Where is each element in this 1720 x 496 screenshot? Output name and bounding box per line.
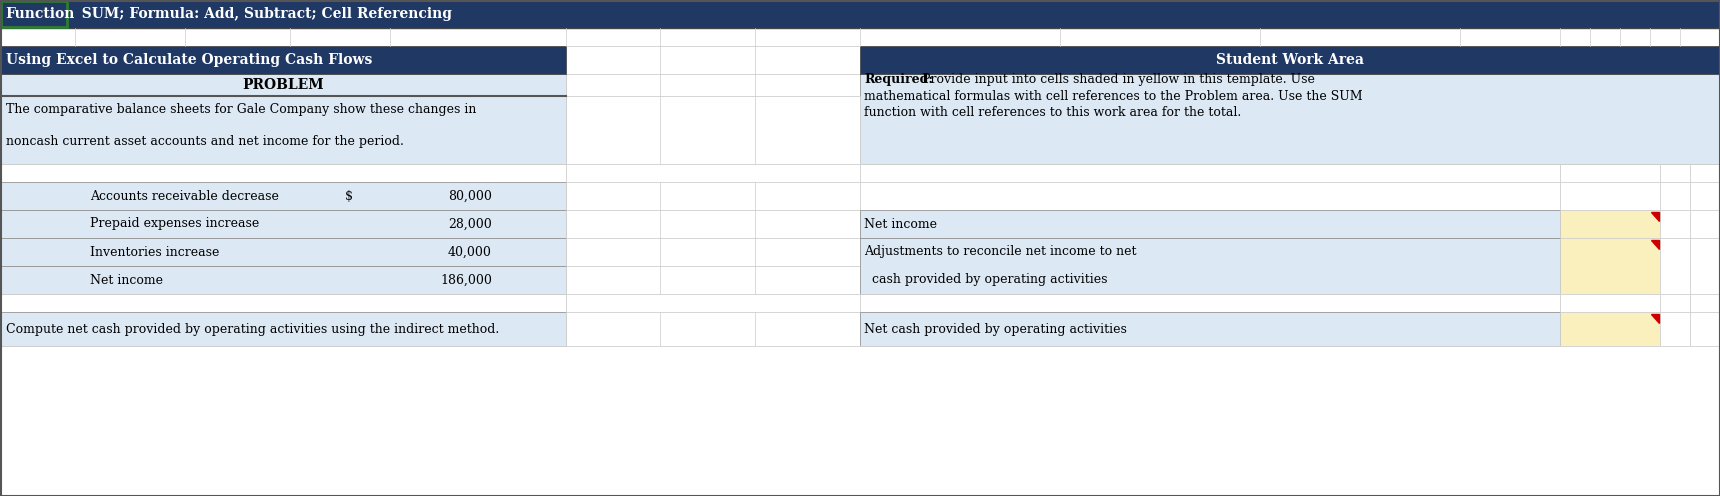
Text: Student Work Area: Student Work Area — [1216, 53, 1364, 67]
Bar — [860, 210, 1560, 238]
Polygon shape — [1651, 212, 1660, 221]
Bar — [0, 74, 566, 96]
Text: Net income: Net income — [863, 218, 937, 231]
Text: SUM; Formula: Add, Subtract; Cell Referencing: SUM; Formula: Add, Subtract; Cell Refere… — [72, 7, 452, 21]
Bar — [1660, 182, 1691, 210]
Text: Prepaid expenses increase: Prepaid expenses increase — [89, 218, 260, 231]
Text: $: $ — [346, 189, 353, 202]
Bar — [566, 294, 860, 312]
Bar — [860, 74, 1720, 164]
Bar — [1691, 182, 1720, 210]
Bar — [860, 238, 1560, 294]
Bar — [566, 74, 860, 96]
Bar — [1691, 294, 1720, 312]
Text: Inventories increase: Inventories increase — [89, 246, 220, 258]
Bar — [860, 164, 1560, 182]
Bar — [0, 238, 566, 266]
Bar — [1660, 210, 1691, 238]
Bar — [1660, 312, 1691, 346]
Bar — [566, 182, 860, 210]
Bar — [1660, 238, 1691, 294]
Bar — [1660, 164, 1691, 182]
Text: cash provided by operating activities: cash provided by operating activities — [863, 273, 1108, 287]
Bar — [566, 210, 860, 238]
Bar — [0, 364, 1720, 496]
Bar — [860, 182, 1560, 210]
Bar — [0, 312, 566, 346]
Bar — [0, 210, 566, 238]
Text: 186,000: 186,000 — [440, 273, 492, 287]
Bar — [860, 312, 1560, 346]
Bar — [1691, 210, 1720, 238]
Bar — [0, 294, 566, 312]
Bar — [1691, 238, 1720, 294]
Bar — [1691, 164, 1720, 182]
Bar — [1691, 312, 1720, 346]
Bar — [566, 266, 860, 294]
Text: 80,000: 80,000 — [449, 189, 492, 202]
Bar — [2, 1, 67, 27]
Text: PROBLEM: PROBLEM — [243, 78, 323, 92]
Text: 28,000: 28,000 — [449, 218, 492, 231]
Polygon shape — [1651, 240, 1660, 249]
Text: Required:: Required: — [863, 73, 932, 86]
Bar — [566, 96, 860, 164]
Bar — [1560, 312, 1660, 346]
Text: mathematical formulas with cell references to the Problem area. Use the SUM: mathematical formulas with cell referenc… — [863, 89, 1362, 103]
Polygon shape — [1651, 314, 1660, 323]
Bar — [1560, 164, 1660, 182]
Text: Accounts receivable decrease: Accounts receivable decrease — [89, 189, 279, 202]
Bar — [1660, 294, 1691, 312]
Text: Adjustments to reconcile net income to net: Adjustments to reconcile net income to n… — [863, 246, 1137, 258]
Text: noncash current asset accounts and net income for the period.: noncash current asset accounts and net i… — [5, 135, 404, 148]
Text: Compute net cash provided by operating activities using the indirect method.: Compute net cash provided by operating a… — [5, 322, 499, 335]
Bar — [0, 46, 566, 74]
Bar — [0, 266, 566, 294]
Text: The comparative balance sheets for Gale Company show these changes in: The comparative balance sheets for Gale … — [5, 104, 476, 117]
Bar — [860, 294, 1560, 312]
Bar — [566, 238, 860, 266]
Bar — [1560, 182, 1660, 210]
Bar — [0, 96, 566, 164]
Bar — [0, 0, 1720, 28]
Bar — [0, 346, 1720, 364]
Bar — [1560, 210, 1660, 238]
Text: Function: Function — [5, 7, 74, 21]
Bar — [0, 28, 1720, 46]
Bar — [1560, 238, 1660, 294]
Bar — [0, 182, 566, 210]
Bar — [566, 46, 860, 74]
Bar — [0, 164, 566, 182]
Text: Provide input into cells shaded in yellow in this template. Use: Provide input into cells shaded in yello… — [918, 73, 1314, 86]
Bar — [566, 164, 860, 182]
Bar — [566, 312, 860, 346]
Text: 40,000: 40,000 — [449, 246, 492, 258]
Bar — [1560, 294, 1660, 312]
Text: function with cell references to this work area for the total.: function with cell references to this wo… — [863, 106, 1242, 119]
Text: Using Excel to Calculate Operating Cash Flows: Using Excel to Calculate Operating Cash … — [5, 53, 372, 67]
Bar — [860, 46, 1720, 74]
Text: Net income: Net income — [89, 273, 163, 287]
Text: Net cash provided by operating activities: Net cash provided by operating activitie… — [863, 322, 1127, 335]
